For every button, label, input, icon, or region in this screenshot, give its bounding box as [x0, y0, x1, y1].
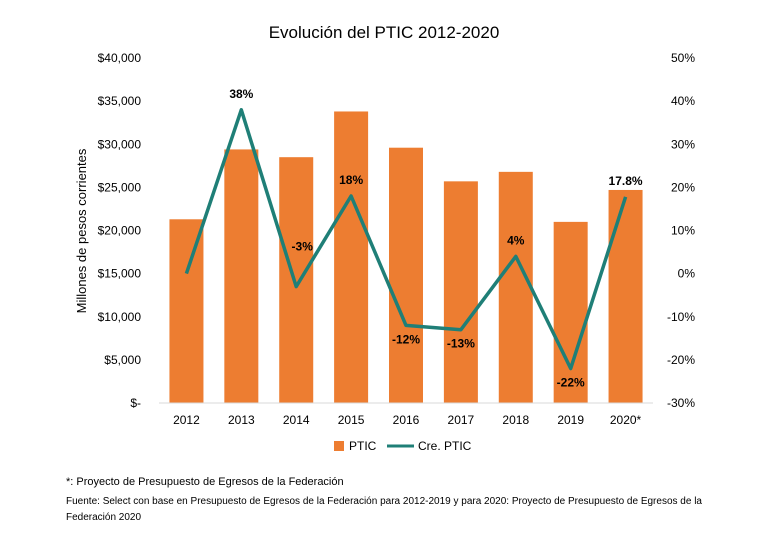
chart-title: Evolución del PTIC 2012-2020	[269, 23, 500, 42]
x-tick-label: 2012	[173, 413, 200, 427]
right-tick-label: -10%	[667, 310, 695, 324]
bar-ptic-2012	[169, 219, 204, 403]
line-cre-ptic	[184, 108, 628, 371]
right-tick-label: 40%	[671, 94, 695, 108]
left-tick-label: $20,000	[98, 224, 142, 238]
bar-ptic-2014	[279, 157, 314, 403]
source-note: Fuente: Select con base en Presupuesto d…	[66, 496, 702, 523]
right-tick-label: 30%	[671, 137, 695, 151]
left-tick-label: $-	[130, 396, 141, 410]
right-tick-label: 0%	[678, 267, 696, 281]
left-tick-label: $15,000	[98, 267, 142, 281]
bar-ptic-2020	[608, 189, 643, 403]
left-tick-label: $10,000	[98, 310, 142, 324]
legend-label-ptic: PTIC	[349, 439, 377, 453]
chart: Evolución del PTIC 2012-2020 Millones de…	[74, 23, 696, 453]
data-label-cre-ptic: -22%	[557, 376, 585, 390]
x-tick-label: 2020*	[610, 413, 642, 427]
left-tick-label: $30,000	[98, 137, 142, 151]
right-tick-label: 20%	[671, 180, 695, 194]
bar-ptic-2016	[389, 147, 423, 403]
x-tick-label: 2019	[557, 413, 584, 427]
right-tick-label: 10%	[671, 224, 695, 238]
bar-ptic-2013	[224, 149, 259, 403]
left-tick-label: $5,000	[104, 353, 141, 367]
right-tick-label: 50%	[671, 51, 695, 65]
data-label-cre-ptic: -12%	[392, 332, 420, 346]
legend: PTIC Cre. PTIC	[334, 439, 472, 453]
legend-label-cre-ptic: Cre. PTIC	[418, 439, 472, 453]
data-label-cre-ptic: -13%	[447, 337, 475, 351]
y-axis-title: Millones de pesos corrientes	[74, 148, 89, 313]
bar-ptic-2017	[443, 181, 478, 403]
x-tick-label: 2013	[228, 413, 255, 427]
bar-ptic-2018	[498, 171, 533, 403]
left-tick-label: $35,000	[98, 94, 142, 108]
left-tick-label: $25,000	[98, 180, 142, 194]
right-tick-label: -20%	[667, 353, 695, 367]
left-tick-label: $40,000	[98, 51, 142, 65]
x-tick-label: 2018	[502, 413, 529, 427]
legend-swatch-ptic	[334, 441, 344, 451]
bar-ptic-2015	[334, 111, 369, 403]
right-tick-label: -30%	[667, 396, 695, 410]
data-label-cre-ptic: 18%	[339, 173, 363, 187]
x-tick-label: 2017	[448, 413, 475, 427]
x-tick-label: 2014	[283, 413, 310, 427]
x-tick-label: 2016	[393, 413, 420, 427]
data-label-cre-ptic: -3%	[292, 240, 314, 254]
data-label-cre-ptic: 38%	[229, 87, 253, 101]
data-label-cre-ptic: 4%	[507, 233, 525, 247]
bar-ptic-2019	[553, 221, 588, 403]
x-tick-label: 2015	[338, 413, 365, 427]
data-label-cre-ptic: 17.8%	[609, 174, 643, 188]
project-note: *: Proyecto de Presupuesto de Egresos de…	[66, 476, 344, 488]
